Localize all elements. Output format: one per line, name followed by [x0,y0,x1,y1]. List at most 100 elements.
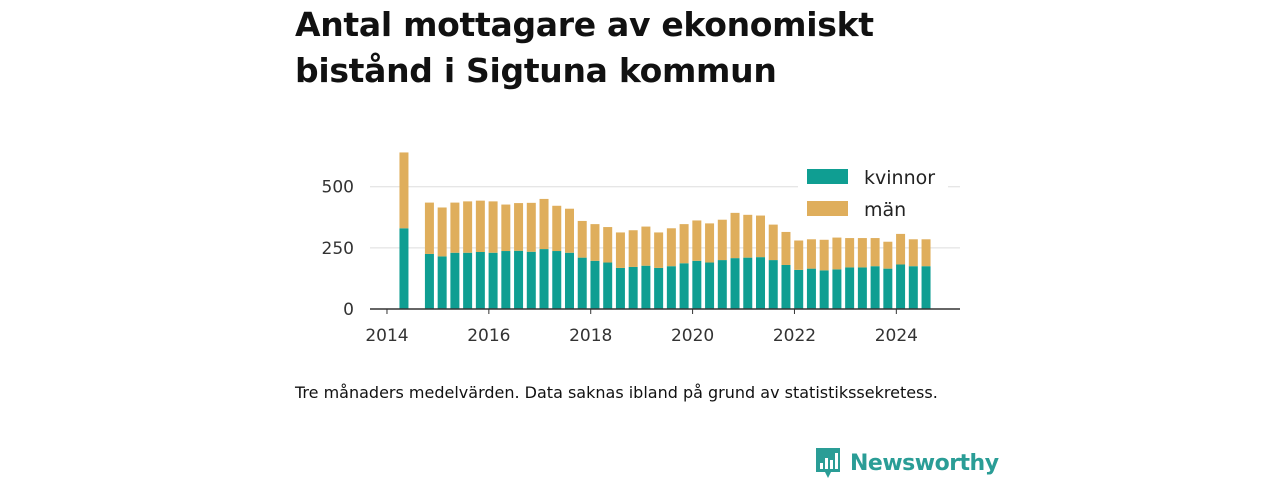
bar-kvinnor [641,265,651,309]
brand[interactable]: Newsworthy [814,446,999,480]
bar-man [539,198,549,250]
bar-kvinnor [539,249,549,309]
bar-kvinnor [679,263,689,309]
bar-man [717,219,727,261]
bar-man [666,228,676,267]
bar-kvinnor [590,260,600,309]
bar-kvinnor [488,252,498,309]
bar-man [743,214,753,258]
legend-swatch-kvinnor [807,169,848,184]
bar-kvinnor [857,267,867,309]
legend: kvinnor män [798,160,948,221]
chart-caption: Tre månaders medelvärden. Data saknas ib… [295,383,938,402]
bar-kvinnor [908,266,918,309]
bars [399,152,931,309]
brand-name: Newsworthy [850,450,999,476]
bar-kvinnor [832,269,842,309]
axes: 0 250 500 2014 2016 2018 2020 2022 2024 [322,178,960,346]
x-tick-label: 2016 [467,326,510,346]
bar-man [424,202,434,254]
bar-kvinnor [450,252,460,309]
bar-kvinnor [552,251,562,309]
bar-man [526,202,536,252]
bar-man [399,152,409,229]
bar-kvinnor [870,266,880,309]
bar-man [896,233,906,265]
newsworthy-logo-icon [816,448,840,478]
bar-man [463,201,473,253]
bar-kvinnor [819,270,829,309]
bar-kvinnor [577,257,587,309]
bar-man [806,239,816,269]
legend-label-kvinnor: kvinnor [864,167,935,189]
bar-man [781,231,791,265]
bar-kvinnor [756,257,766,309]
bar-man [692,220,702,261]
bar-kvinnor [564,252,574,309]
y-tick-label: 250 [322,239,354,259]
bar-man [488,201,498,253]
bar-man [883,241,893,269]
x-tick-label: 2024 [875,326,918,346]
bar-kvinnor [514,250,524,309]
bar-kvinnor [743,257,753,309]
bar-kvinnor [603,262,613,309]
bar-man [705,223,715,263]
bar-kvinnor [730,258,740,309]
bar-man [475,200,485,253]
bar-man [628,230,638,267]
bar-kvinnor [526,251,536,309]
bar-kvinnor [883,268,893,309]
bar-man [756,215,766,258]
bar-kvinnor [794,269,804,309]
bar-kvinnor [768,260,778,309]
bar-man [564,208,574,253]
bar-kvinnor [615,267,625,309]
x-tick-label: 2020 [671,326,714,346]
bar-man [450,202,460,253]
bar-kvinnor [896,264,906,309]
bar-man [615,232,625,268]
legend-swatch-man [807,201,848,216]
bar-kvinnor [501,251,511,309]
bar-kvinnor [692,260,702,309]
bar-kvinnor [781,264,791,309]
bar-man [832,237,842,270]
bar-kvinnor [717,260,727,309]
bar-man [514,203,524,251]
bar-man [794,240,804,270]
bar-man [437,207,447,257]
bar-kvinnor [845,267,855,309]
bar-kvinnor [705,262,715,309]
bar-man [870,238,880,267]
bar-kvinnor [463,252,473,309]
bar-man [501,204,511,252]
bar-man [654,232,664,268]
y-tick-label: 0 [343,300,354,320]
bar-man [552,205,562,252]
stacked-bar-chart: 0 250 500 2014 2016 2018 2020 2022 2024 kvinnor … [322,152,960,346]
bar-man [603,227,613,263]
x-tick-label: 2018 [569,326,612,346]
bar-man [768,224,778,261]
bar-kvinnor [666,266,676,309]
bar-man [641,226,651,266]
chart-title: Antal mottagare av ekonomiskt bistånd i … [295,5,874,90]
bar-man [679,224,689,264]
bar-kvinnor [806,268,816,309]
bar-kvinnor [921,266,931,309]
y-tick-label: 500 [322,178,354,198]
bar-kvinnor [424,253,434,309]
bar-man [908,239,918,267]
bar-man [577,220,587,258]
bar-man [590,224,600,261]
x-tick-label: 2022 [773,326,816,346]
bar-man [921,239,931,267]
bar-man [730,212,740,259]
bar-kvinnor [437,256,447,309]
bar-kvinnor [628,266,638,309]
x-tick-label: 2014 [365,326,408,346]
bar-kvinnor [654,267,664,309]
bar-kvinnor [475,252,485,309]
bar-kvinnor [399,228,409,309]
